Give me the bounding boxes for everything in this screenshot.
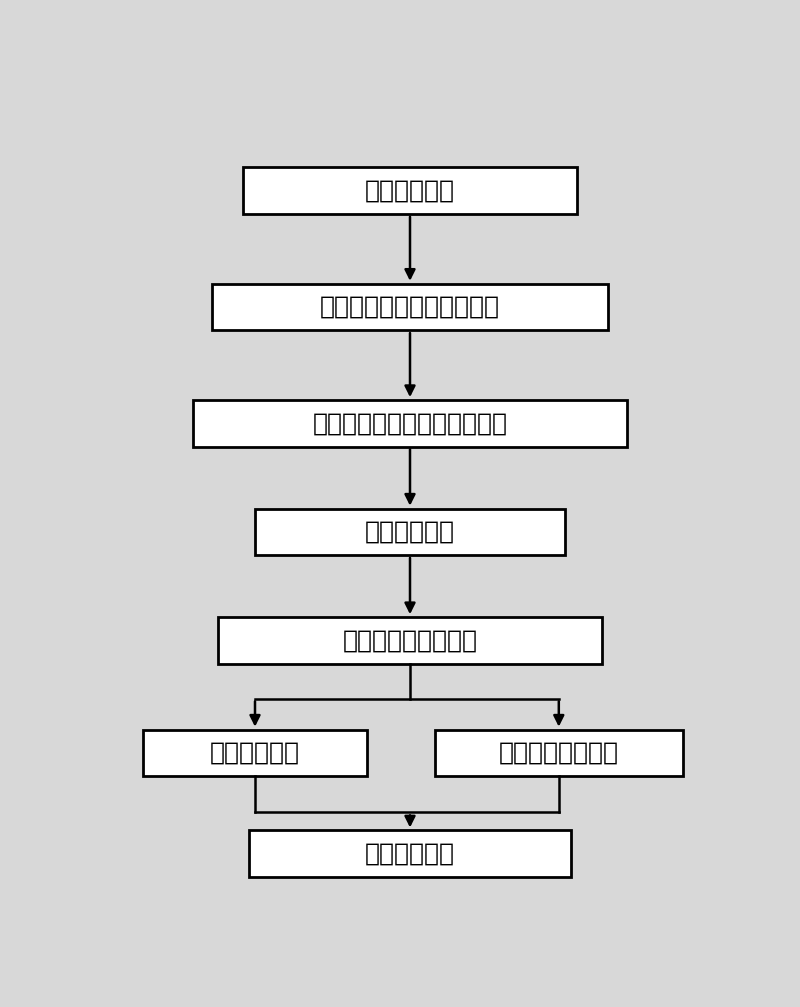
FancyBboxPatch shape	[218, 617, 602, 664]
FancyBboxPatch shape	[193, 400, 627, 446]
Text: 粒子区域标定: 粒子区域标定	[365, 520, 455, 544]
Text: 缺陷粒子处理及团聚粒子分割: 缺陷粒子处理及团聚粒子分割	[313, 411, 507, 435]
FancyBboxPatch shape	[242, 167, 578, 213]
Text: 原始图像输入: 原始图像输入	[365, 178, 455, 202]
Text: 粒子测量及特征提取: 粒子测量及特征提取	[342, 628, 478, 653]
FancyBboxPatch shape	[211, 284, 609, 330]
Text: 原始图像预处理及二值分割: 原始图像预处理及二值分割	[320, 295, 500, 319]
FancyBboxPatch shape	[255, 509, 565, 555]
FancyBboxPatch shape	[143, 729, 366, 776]
Text: 神经网络形态分类: 神经网络形态分类	[499, 741, 619, 764]
FancyBboxPatch shape	[249, 831, 571, 877]
FancyBboxPatch shape	[435, 729, 683, 776]
Text: 分析结果输出: 分析结果输出	[365, 842, 455, 866]
Text: 粒子粒径分布: 粒子粒径分布	[210, 741, 300, 764]
